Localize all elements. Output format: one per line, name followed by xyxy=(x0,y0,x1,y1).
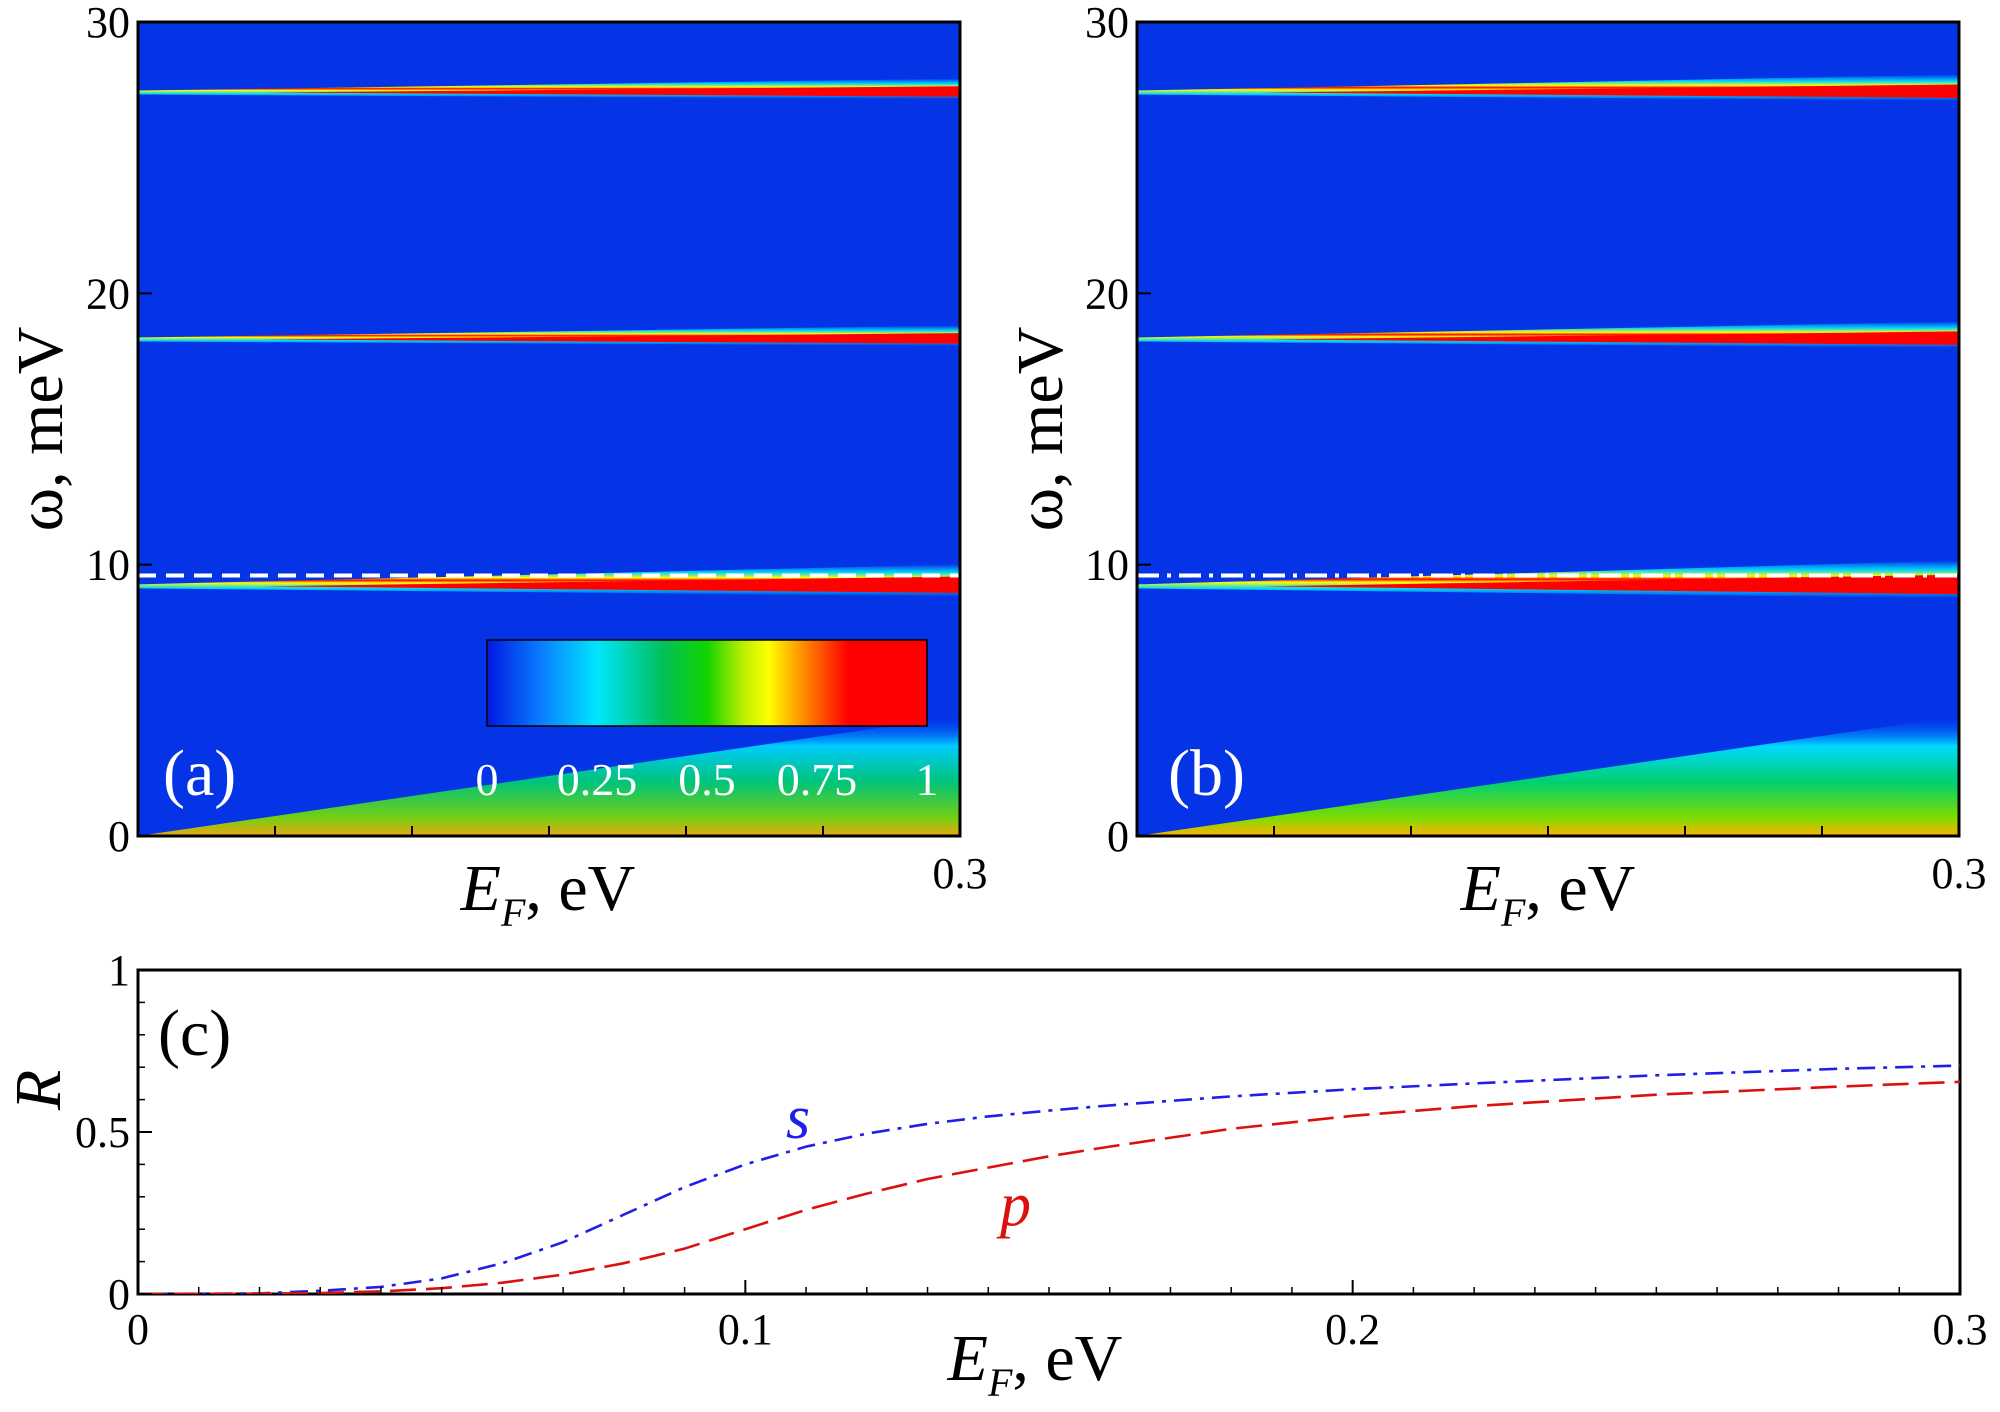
heatmap-a-marks xyxy=(138,78,960,836)
colorbar-tick-label: 1 xyxy=(916,754,939,805)
heatmap-a-low-frequency-wedge xyxy=(138,716,960,836)
colorbar-tick-label: 0.5 xyxy=(678,754,736,805)
heatmap-b-background xyxy=(1137,22,1959,836)
heatmap-b-resonance-core-2 xyxy=(1260,331,1959,345)
x-tick-label-c: 0.3 xyxy=(1933,1305,1988,1354)
x-ticks-b: 0.3 xyxy=(1273,826,1987,898)
series-label-p: p xyxy=(996,1171,1031,1239)
x-tick-label-c: 0 xyxy=(127,1305,149,1354)
y-tick-label-b: 0 xyxy=(1107,812,1129,861)
y-tick-label-b: 20 xyxy=(1085,269,1129,318)
x-ticks-a: 0.3 xyxy=(274,826,988,898)
heatmap-b-marks xyxy=(1137,74,1959,836)
heatmap-a-resonance-core-1 xyxy=(261,576,960,593)
panel-label-b: (b) xyxy=(1168,737,1245,810)
y-tick-label-c: 0.5 xyxy=(75,1108,130,1157)
y-ticks-c: 00.51 xyxy=(75,946,152,1319)
y-tick-label-b: 30 xyxy=(1085,0,1129,47)
y-tick-label-a: 30 xyxy=(86,0,130,47)
x-tick-label-c: 0.2 xyxy=(1325,1305,1380,1354)
y-tick-label-a: 20 xyxy=(86,269,130,318)
panel-b: 0 10 20 30 0.3 (b) ω, meV EF, eV xyxy=(1004,0,1987,935)
x-tick-label-a: 0.3 xyxy=(933,849,988,898)
x-ticks-c: 0 0.1 0.2 0.3 xyxy=(127,1280,1988,1354)
x-axis-title-b-main: E xyxy=(1460,852,1501,925)
x-axis-title-c-sub: F xyxy=(987,1360,1013,1405)
colorbar-tick-label: 0.75 xyxy=(777,754,858,805)
series-line-s xyxy=(138,1064,1960,1294)
x-axis-title-c-rest: , eV xyxy=(1012,1322,1122,1395)
heatmap-b-low-frequency-wedge xyxy=(1137,716,1959,836)
heatmap-b-resonance-core-1 xyxy=(1260,574,1959,595)
panel-a: 0 10 20 30 0.3 0 0.25 0.5 0.75 1 (a) ω, meV EF,… xyxy=(4,0,988,935)
y-tick-label-c: 0 xyxy=(108,1270,130,1319)
panel-label-c: (c) xyxy=(158,997,231,1070)
y-axis-title-a: ω, meV xyxy=(4,327,77,532)
x-tick-label-c: 0.1 xyxy=(718,1305,773,1354)
x-axis-title-c-main: E xyxy=(947,1322,988,1395)
y-axis-title-b: ω, meV xyxy=(1004,327,1077,532)
y-tick-label-c: 1 xyxy=(108,946,130,995)
x-axis-title-b-sub: F xyxy=(1500,890,1526,935)
heatmap-a-resonance-core-2 xyxy=(261,333,960,344)
x-axis-title-a: EF, eV xyxy=(460,852,636,935)
panel-c: 00.51 0 0.1 0.2 0.3 (c) s p R EF, eV xyxy=(2,946,1988,1405)
colorbar-tick-label: 0.25 xyxy=(557,754,638,805)
y-axis-title-c: R xyxy=(2,1070,75,1111)
series-line-p xyxy=(138,1080,1960,1294)
colorbar xyxy=(486,639,928,727)
y-tick-label-a: 0 xyxy=(108,812,130,861)
y-tick-label-a: 10 xyxy=(86,541,130,590)
x-axis-title-a-main: E xyxy=(460,852,501,925)
series-label-s: s xyxy=(786,1084,810,1152)
x-axis-title-a-rest: , eV xyxy=(525,852,635,925)
x-axis-title-b-rest: , eV xyxy=(1525,852,1635,925)
y-tick-label-b: 10 xyxy=(1085,541,1129,590)
x-tick-label-b: 0.3 xyxy=(1932,849,1987,898)
heatmap-b-resonance-core-3 xyxy=(1260,84,1959,98)
line-plot-frame xyxy=(136,968,1962,1296)
colorbar-tick-labels: 0 0.25 0.5 0.75 1 xyxy=(476,754,939,805)
y-ticks-b: 0 10 20 30 xyxy=(1085,0,1151,861)
colorbar-tick-label: 0 xyxy=(476,754,499,805)
heatmap-a-resonance-core-3 xyxy=(261,86,960,97)
panel-label-a: (a) xyxy=(163,737,236,810)
x-axis-title-a-sub: F xyxy=(500,890,526,935)
line-series-group xyxy=(138,1064,1960,1294)
x-axis-title-c: EF, eV xyxy=(947,1322,1123,1405)
x-axis-title-b: EF, eV xyxy=(1460,852,1636,935)
y-ticks-a: 0 10 20 30 xyxy=(86,0,152,861)
